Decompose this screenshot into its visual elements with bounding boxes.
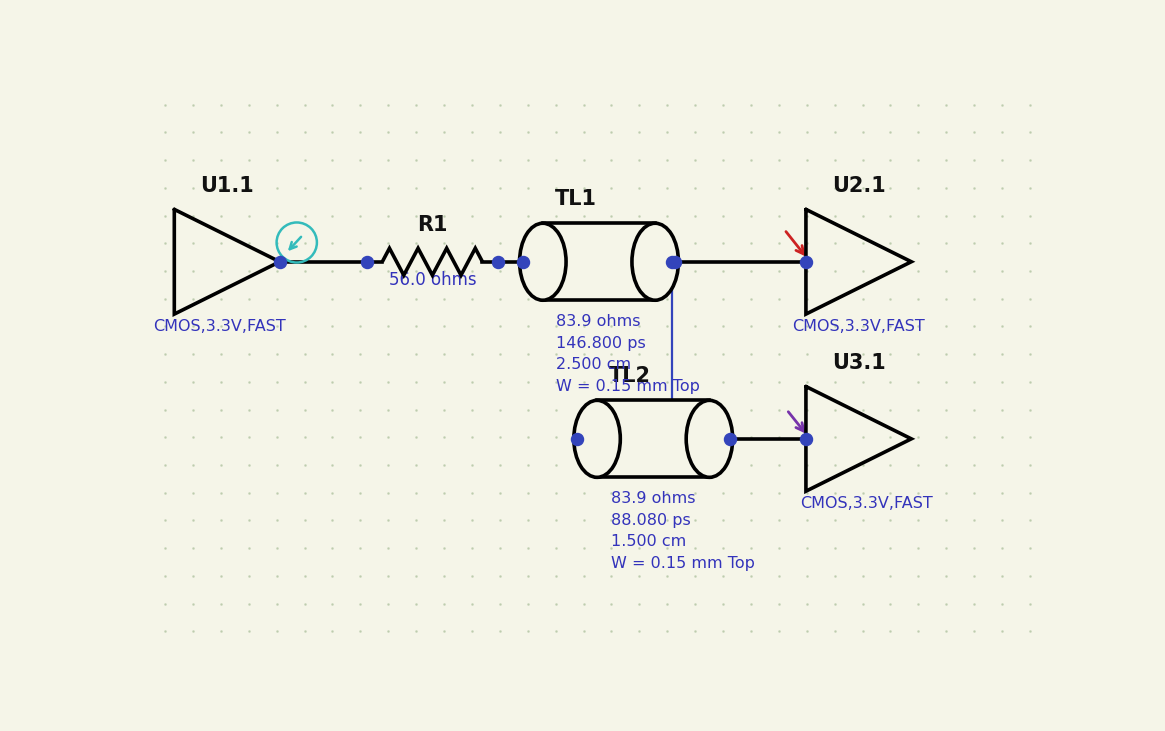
Bar — [543, 223, 655, 300]
Point — [720, 433, 739, 444]
Text: U3.1: U3.1 — [832, 352, 885, 373]
Text: 83.9 ohms
146.800 ps
2.500 cm
W = 0.15 mm Top: 83.9 ohms 146.800 ps 2.500 cm W = 0.15 m… — [557, 314, 700, 394]
Point — [514, 256, 532, 268]
Text: CMOS,3.3V,FAST: CMOS,3.3V,FAST — [153, 319, 285, 334]
Text: U1.1: U1.1 — [200, 175, 254, 195]
Point — [567, 433, 586, 444]
Text: CMOS,3.3V,FAST: CMOS,3.3V,FAST — [800, 496, 933, 511]
Text: 83.9 ohms
88.080 ps
1.500 cm
W = 0.15 mm Top: 83.9 ohms 88.080 ps 1.500 cm W = 0.15 mm… — [610, 491, 755, 571]
Text: TL2: TL2 — [609, 366, 651, 387]
Point — [797, 433, 815, 444]
Point — [489, 256, 508, 268]
Point — [797, 256, 815, 268]
Point — [270, 256, 289, 268]
Point — [663, 256, 682, 268]
Text: U2.1: U2.1 — [832, 175, 885, 195]
Point — [358, 256, 376, 268]
Text: R1: R1 — [417, 215, 447, 235]
Ellipse shape — [631, 223, 678, 300]
Text: CMOS,3.3V,FAST: CMOS,3.3V,FAST — [792, 319, 925, 334]
Ellipse shape — [520, 223, 566, 300]
Ellipse shape — [574, 401, 620, 477]
Ellipse shape — [686, 401, 733, 477]
Text: TL1: TL1 — [555, 189, 596, 209]
Bar — [596, 401, 709, 477]
Point — [666, 256, 685, 268]
Text: 56.0 ohms: 56.0 ohms — [389, 271, 476, 289]
